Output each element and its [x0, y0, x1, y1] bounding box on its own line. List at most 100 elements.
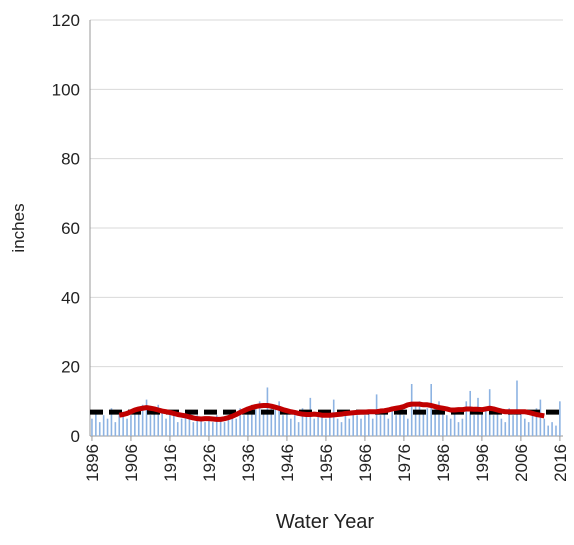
bar	[329, 415, 331, 436]
x-axis-title: Water Year	[276, 511, 375, 533]
y-tick-label: 0	[71, 427, 80, 446]
bar	[196, 415, 199, 436]
bar	[161, 411, 163, 436]
bar	[165, 418, 167, 436]
bar	[422, 411, 425, 436]
bar	[262, 411, 265, 436]
bar	[461, 418, 464, 436]
bar	[169, 411, 171, 436]
bar	[231, 411, 234, 436]
bar	[336, 418, 339, 436]
y-tick-label: 60	[61, 219, 80, 238]
bar	[403, 415, 405, 436]
x-tick-label: 1956	[317, 444, 336, 482]
y-tick-label: 80	[61, 150, 80, 169]
bar	[91, 418, 93, 436]
bar	[251, 404, 253, 436]
bar	[434, 404, 436, 436]
x-tick-label: 2016	[551, 444, 570, 482]
bar	[449, 418, 452, 436]
bar	[481, 411, 483, 436]
bar	[344, 415, 347, 436]
bar	[539, 399, 542, 436]
x-tick-label: 1906	[122, 444, 141, 482]
bar	[484, 408, 487, 436]
bar	[235, 418, 238, 436]
bar	[247, 411, 249, 436]
bar	[290, 418, 292, 436]
y-tick-label: 100	[52, 80, 80, 99]
bar	[504, 422, 507, 436]
x-tick-label: 1986	[434, 444, 453, 482]
bar	[243, 415, 245, 436]
bar	[282, 415, 284, 436]
bar	[418, 401, 421, 436]
bar	[523, 418, 526, 436]
bar	[215, 415, 218, 436]
bar	[270, 404, 273, 436]
bar	[407, 418, 409, 436]
x-tick-label: 1966	[356, 444, 375, 482]
bar	[477, 397, 479, 436]
bar	[192, 422, 195, 436]
bar	[278, 401, 280, 436]
bar	[352, 411, 355, 436]
bar	[496, 411, 499, 436]
x-tick-label: 1916	[161, 444, 180, 482]
bar	[106, 418, 109, 436]
bar	[122, 411, 124, 436]
bar	[547, 425, 549, 436]
bar	[360, 418, 362, 436]
bar	[239, 408, 241, 436]
bar	[356, 415, 358, 436]
bar	[141, 404, 144, 436]
bar	[157, 404, 160, 436]
bar	[184, 415, 187, 436]
bar	[173, 415, 175, 436]
bar	[473, 415, 475, 436]
bar	[153, 408, 156, 436]
bar	[110, 408, 113, 436]
bar	[102, 415, 105, 436]
bar	[180, 418, 183, 436]
bar	[258, 401, 261, 436]
bar	[149, 415, 152, 436]
bar	[383, 411, 386, 436]
bar	[317, 415, 319, 436]
bar	[391, 408, 394, 436]
bar	[559, 401, 561, 436]
x-tick-label: 1946	[278, 444, 297, 482]
bar	[527, 422, 530, 436]
bar	[286, 411, 288, 436]
bar	[508, 408, 510, 436]
bar	[321, 411, 323, 436]
bar	[445, 415, 448, 436]
bar	[375, 394, 378, 436]
bar	[313, 418, 316, 436]
bar	[274, 408, 277, 436]
y-axis-title: inches	[9, 203, 28, 252]
bar	[114, 422, 117, 436]
bar	[118, 415, 121, 436]
bar	[453, 408, 456, 436]
bar	[395, 415, 397, 436]
bar	[551, 422, 553, 436]
bar	[368, 411, 370, 436]
x-tick-label: 1976	[395, 444, 414, 482]
bar	[535, 408, 538, 436]
bar	[293, 415, 296, 436]
bar	[516, 380, 518, 436]
bar	[457, 422, 460, 436]
moving-average-line	[118, 401, 545, 422]
bar	[520, 411, 522, 436]
bar	[98, 422, 101, 436]
bar	[204, 422, 206, 436]
bar	[297, 422, 300, 436]
bar	[325, 418, 327, 436]
bar	[492, 415, 495, 436]
bar	[212, 422, 214, 436]
bar	[371, 418, 374, 436]
x-tick-label: 1996	[473, 444, 492, 482]
bar	[340, 422, 343, 436]
